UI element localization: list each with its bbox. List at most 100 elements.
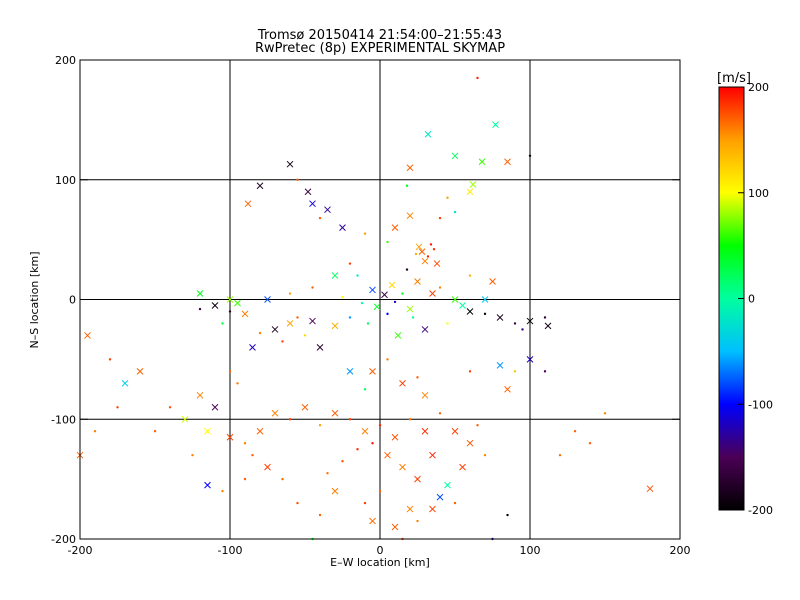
scatter-point-dot — [363, 388, 367, 391]
scatter-point-cross — [369, 286, 376, 294]
scatter-point-dot — [528, 154, 532, 157]
scatter-point-cross — [496, 362, 504, 369]
scatter-point-dot — [416, 519, 419, 523]
scatter-point-dot — [411, 316, 415, 319]
colorbar-tick-label: 100 — [748, 187, 769, 200]
scatter-point-cross — [394, 332, 402, 339]
scatter-point-cross — [309, 317, 316, 325]
scatter-point-dot — [296, 316, 299, 319]
scatter-point-cross — [421, 391, 429, 399]
scatter-point-cross — [406, 212, 414, 220]
scatter-point-cross — [226, 433, 234, 441]
x-axis-ticks: -200 -100 0 100 200 — [68, 60, 691, 557]
scatter-point-dot — [288, 418, 292, 421]
scatter-point-dot — [416, 376, 419, 379]
scatter-point-cross — [331, 272, 339, 279]
scatter-point-dot — [318, 424, 322, 427]
scatter-point-dot — [393, 300, 397, 304]
scatter-point-cross — [421, 326, 429, 333]
scatter-point-dot — [116, 406, 119, 409]
scatter-point-cross — [391, 224, 399, 232]
colorbar-label: [m/s] — [717, 71, 751, 86]
x-tick-label: -200 — [68, 544, 93, 557]
scatter-point-cross — [544, 322, 552, 330]
scatter-point-dot — [258, 331, 262, 335]
chart-title: Tromsø 20150414 21:54:00–21:55:43 — [257, 28, 502, 43]
scatter-point-cross — [436, 493, 444, 501]
scatter-point-cross — [504, 385, 511, 393]
scatter-point-dot — [366, 322, 370, 325]
scatter-point-cross — [234, 299, 241, 307]
scatter-point-cross — [373, 303, 381, 311]
scatter-point-dot — [386, 312, 389, 316]
scatter-point-dot — [348, 418, 352, 421]
scatter-point-dot — [243, 477, 247, 481]
scatter-point-dot — [326, 471, 329, 475]
scatter-point-dot — [356, 447, 359, 451]
scatter-point-dot — [341, 295, 344, 299]
scatter-point-cross — [466, 188, 474, 196]
scatter-point-cross — [361, 427, 369, 435]
colorbar-ticks: 200 100 0 -100 -200 — [738, 81, 773, 517]
y-tick-label: 0 — [69, 294, 76, 307]
scatter-point-cross — [244, 200, 252, 208]
scatter-point-cross — [469, 181, 477, 188]
scatter-point-cross — [324, 206, 331, 214]
scatter-point-cross — [381, 291, 388, 299]
scatter-point-cross — [121, 379, 129, 387]
y-tick-label: 100 — [55, 174, 76, 187]
scatter-point-dot — [348, 262, 352, 265]
scatter-point-dot — [93, 430, 97, 433]
scatter-point-cross — [346, 367, 354, 375]
scatter-point-dot — [281, 477, 284, 481]
scatter-point-cross — [204, 427, 211, 435]
scatter-point-dot — [603, 412, 607, 415]
scatter-point-cross — [264, 296, 271, 303]
scatter-point-cross — [369, 367, 376, 375]
y-tick-label: -200 — [51, 533, 76, 546]
scatter-point-dot — [401, 292, 404, 295]
scatter-point-cross — [415, 243, 423, 251]
scatter-point-cross — [459, 302, 466, 309]
scatter-point-cross — [399, 379, 406, 387]
chart-subtitle: RwPretec (8p) EXPERIMENTAL SKYMAP — [255, 41, 505, 56]
scatter-point-cross — [459, 463, 466, 471]
scatter-point-dot — [363, 501, 367, 505]
scatter-point-cross — [339, 224, 346, 232]
scatter-point-cross — [196, 391, 204, 399]
scatter-point-dot — [432, 248, 436, 251]
scatter-point-cross — [256, 182, 264, 190]
scatter-point-dot — [414, 252, 418, 256]
scatter-point-cross — [204, 481, 211, 489]
grid-lines — [80, 60, 680, 539]
colorbar-tick-label: -200 — [748, 504, 773, 517]
scatter-point-cross — [309, 200, 316, 208]
scatter-point-dot — [198, 307, 202, 311]
scatter-point-dot — [438, 286, 442, 289]
scatter-point-cross — [391, 433, 399, 441]
scatter-point-cross — [424, 130, 432, 138]
scatter-point-cross — [286, 320, 294, 327]
scatter-point-cross — [646, 485, 654, 493]
scatter-point-cross — [241, 310, 249, 318]
scatter-point-cross — [181, 415, 189, 423]
scatter-point-cross — [406, 164, 414, 172]
scatter-point-dot — [405, 184, 409, 187]
scatter-point-dot — [296, 501, 299, 505]
scatter-point-dot — [408, 418, 412, 421]
scatter-point-cross — [249, 344, 256, 351]
scatter-point-dot — [311, 286, 314, 289]
scatter-point-dot — [386, 358, 389, 361]
scatter-point-dot — [588, 442, 592, 445]
scatter-point-dot — [521, 328, 524, 331]
scatter-point-cross — [211, 403, 219, 411]
scatter-point-dot — [221, 322, 224, 325]
scatter-point-cross — [406, 305, 414, 313]
scatter-point-dot — [405, 268, 409, 271]
scatter-point-dot — [476, 76, 479, 80]
scatter-point-dot — [153, 430, 157, 433]
colorbar-tick-label: -100 — [748, 398, 773, 411]
scatter-point-cross — [388, 281, 396, 289]
scatter-point-cross — [211, 302, 219, 309]
